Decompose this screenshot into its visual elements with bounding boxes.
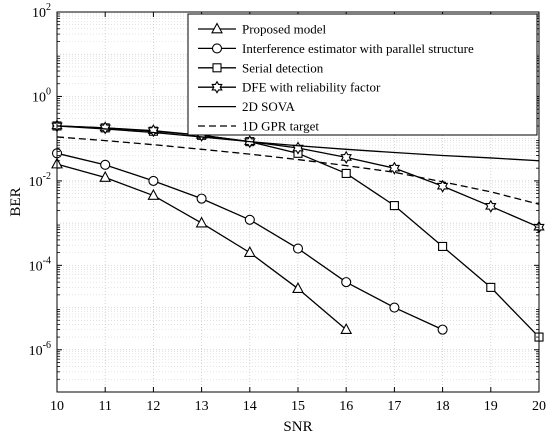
series-2-point — [244, 214, 255, 225]
y-tick-label: 102 — [32, 2, 51, 21]
legend-label: Serial detection — [242, 60, 324, 75]
series-1-point — [243, 245, 256, 257]
series-2-point — [341, 277, 352, 288]
x-tick-label: 11 — [98, 399, 111, 414]
legend-box — [187, 13, 538, 136]
y-tick-label: 10-2 — [29, 171, 51, 190]
series-3-point — [486, 282, 496, 292]
x-tick-label: 16 — [339, 399, 353, 414]
y-tick-label: 10-6 — [29, 340, 51, 359]
series-4-point — [436, 179, 449, 193]
x-tick-label: 10 — [50, 399, 64, 414]
series-4-point — [147, 124, 160, 138]
series-3-point — [438, 241, 448, 252]
series-1 — [51, 157, 353, 334]
y-axis-label: BER — [8, 187, 24, 216]
legend-label: DFE with reliability factor — [242, 80, 381, 95]
x-tick-label: 14 — [243, 399, 257, 414]
series-2-point — [389, 302, 400, 313]
series-2 — [51, 148, 448, 335]
legend-label: 1D GPR target — [242, 119, 319, 134]
series-4-point — [388, 161, 401, 175]
legend-swatch-marker — [211, 22, 223, 34]
series-5 — [56, 125, 540, 162]
series-4-point — [485, 199, 497, 213]
legend-label: Proposed model — [242, 22, 327, 37]
series-1-point — [195, 216, 208, 228]
legend-swatch-marker — [211, 80, 223, 94]
series-2-point — [292, 243, 304, 254]
x-tick-label: 20 — [532, 399, 546, 414]
y-tick-label: 100 — [32, 86, 51, 105]
y-tick-label: 10-4 — [29, 255, 51, 274]
legend: Proposed model Interference estimator wit… — [187, 13, 538, 136]
series-4 — [51, 119, 545, 234]
series-1-point — [147, 188, 160, 200]
series-2-point — [196, 193, 207, 204]
series-1-point — [292, 282, 304, 294]
series-4-point — [340, 150, 352, 164]
legend-swatch-marker — [212, 63, 222, 73]
series-5-line — [56, 125, 540, 162]
ticks: 10 11 12 13 14 15 16 17 18 19 20 102 100 10-2 10-4 10-6 — [29, 2, 546, 414]
legend-label: Interference estimator with parallel str… — [242, 41, 474, 56]
series-6 — [56, 136, 540, 205]
x-tick-label: 18 — [436, 399, 450, 414]
legend-label: 2D SOVA — [242, 99, 295, 114]
series-1-point — [340, 322, 353, 334]
series-3-point — [389, 201, 399, 211]
x-axis-label: SNR — [283, 419, 312, 435]
series-1-point — [99, 170, 112, 182]
series-group — [51, 119, 545, 342]
x-tick-label: 12 — [146, 399, 160, 414]
series-6-line — [56, 136, 540, 205]
x-tick-label: 17 — [387, 399, 401, 414]
series-2-point — [148, 175, 159, 186]
series-3-point — [341, 168, 351, 179]
series-4-point — [99, 121, 111, 135]
series-2-point — [100, 159, 111, 170]
x-tick-label: 13 — [195, 399, 209, 414]
x-tick-label: 15 — [291, 399, 305, 414]
series-2-point — [437, 324, 448, 335]
legend-swatch-marker — [211, 43, 223, 54]
x-tick-label: 19 — [484, 399, 498, 414]
